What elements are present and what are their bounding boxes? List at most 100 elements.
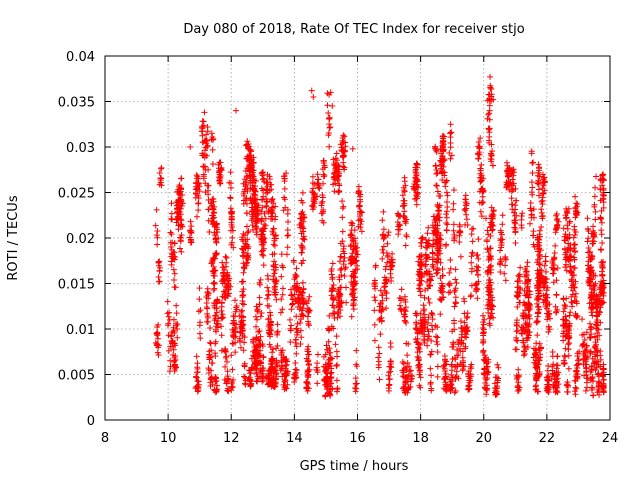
- data-point: [405, 341, 412, 348]
- data-point: [342, 264, 349, 271]
- data-point: [335, 310, 342, 317]
- data-point: [238, 344, 244, 351]
- data-point: [529, 170, 536, 177]
- data-point: [544, 316, 551, 323]
- data-point: [480, 338, 487, 345]
- data-point: [581, 372, 588, 379]
- data-point: [300, 211, 307, 218]
- data-point: [537, 345, 544, 352]
- data-point: [535, 177, 542, 184]
- data-point: [530, 159, 537, 166]
- data-point: [214, 386, 221, 393]
- data-point: [591, 229, 598, 236]
- data-point: [566, 339, 573, 346]
- data-point: [334, 361, 341, 368]
- data-point: [224, 387, 231, 394]
- data-point: [422, 258, 429, 265]
- data-point: [416, 367, 423, 374]
- data-point: [209, 136, 216, 143]
- data-point: [486, 102, 493, 109]
- data-point: [566, 312, 573, 319]
- data-point: [474, 295, 481, 302]
- data-point: [574, 350, 581, 357]
- data-point: [348, 313, 355, 320]
- data-point: [427, 282, 434, 289]
- data-point: [263, 203, 270, 210]
- data-point: [257, 333, 264, 340]
- data-point: [340, 245, 347, 252]
- data-point: [339, 228, 346, 235]
- data-point: [381, 284, 388, 291]
- data-point: [274, 321, 281, 328]
- data-point: [553, 210, 560, 217]
- data-point: [600, 258, 607, 265]
- data-point: [222, 348, 229, 355]
- data-point: [514, 337, 521, 344]
- data-point: [284, 227, 291, 234]
- data-point: [593, 341, 600, 348]
- data-point: [347, 260, 354, 267]
- data-point: [436, 247, 443, 254]
- data-point: [524, 259, 531, 266]
- data-point: [600, 366, 607, 373]
- data-point: [170, 346, 177, 353]
- data-point: [273, 345, 280, 352]
- data-point: [205, 196, 212, 203]
- data-point: [438, 161, 445, 168]
- data-point: [333, 362, 340, 369]
- data-point: [244, 144, 251, 151]
- data-point: [299, 243, 306, 250]
- data-point: [257, 313, 264, 320]
- data-point: [434, 341, 441, 348]
- data-point: [442, 374, 449, 381]
- data-point: [169, 338, 176, 345]
- data-point: [536, 192, 543, 199]
- data-point: [333, 150, 340, 157]
- data-point: [479, 188, 486, 195]
- data-point: [517, 264, 524, 271]
- data-point: [402, 182, 409, 189]
- data-point: [434, 373, 441, 380]
- data-point: [329, 302, 336, 309]
- data-point: [272, 379, 279, 386]
- data-point: [386, 369, 393, 376]
- data-point: [489, 226, 496, 233]
- data-point: [564, 253, 571, 260]
- data-point: [222, 294, 229, 301]
- data-point: [540, 179, 547, 186]
- data-point: [404, 359, 411, 366]
- data-point: [324, 90, 331, 97]
- data-point: [205, 166, 212, 173]
- data-point: [287, 325, 294, 332]
- data-point: [421, 294, 428, 301]
- data-point: [417, 292, 424, 299]
- data-point: [242, 197, 249, 204]
- data-point: [253, 231, 260, 238]
- data-point: [244, 187, 251, 194]
- data-point: [516, 284, 523, 291]
- data-point: [466, 375, 473, 382]
- data-point: [253, 335, 260, 342]
- data-point: [154, 234, 161, 241]
- data-point: [154, 331, 161, 338]
- data-point: [187, 218, 194, 225]
- data-point: [539, 197, 546, 204]
- data-point: [563, 249, 570, 256]
- data-point: [218, 332, 225, 339]
- data-point: [279, 291, 286, 298]
- data-point: [401, 174, 408, 181]
- data-point: [172, 253, 179, 260]
- data-point: [582, 387, 589, 394]
- data-point: [551, 250, 558, 257]
- data-point: [456, 221, 463, 228]
- data-point: [443, 226, 450, 233]
- data-point: [599, 239, 606, 246]
- data-point: [297, 316, 304, 323]
- data-point: [552, 303, 559, 310]
- data-point: [243, 200, 250, 207]
- data-point: [203, 143, 210, 150]
- data-point: [328, 271, 335, 278]
- data-point: [217, 159, 224, 166]
- data-point: [314, 369, 321, 376]
